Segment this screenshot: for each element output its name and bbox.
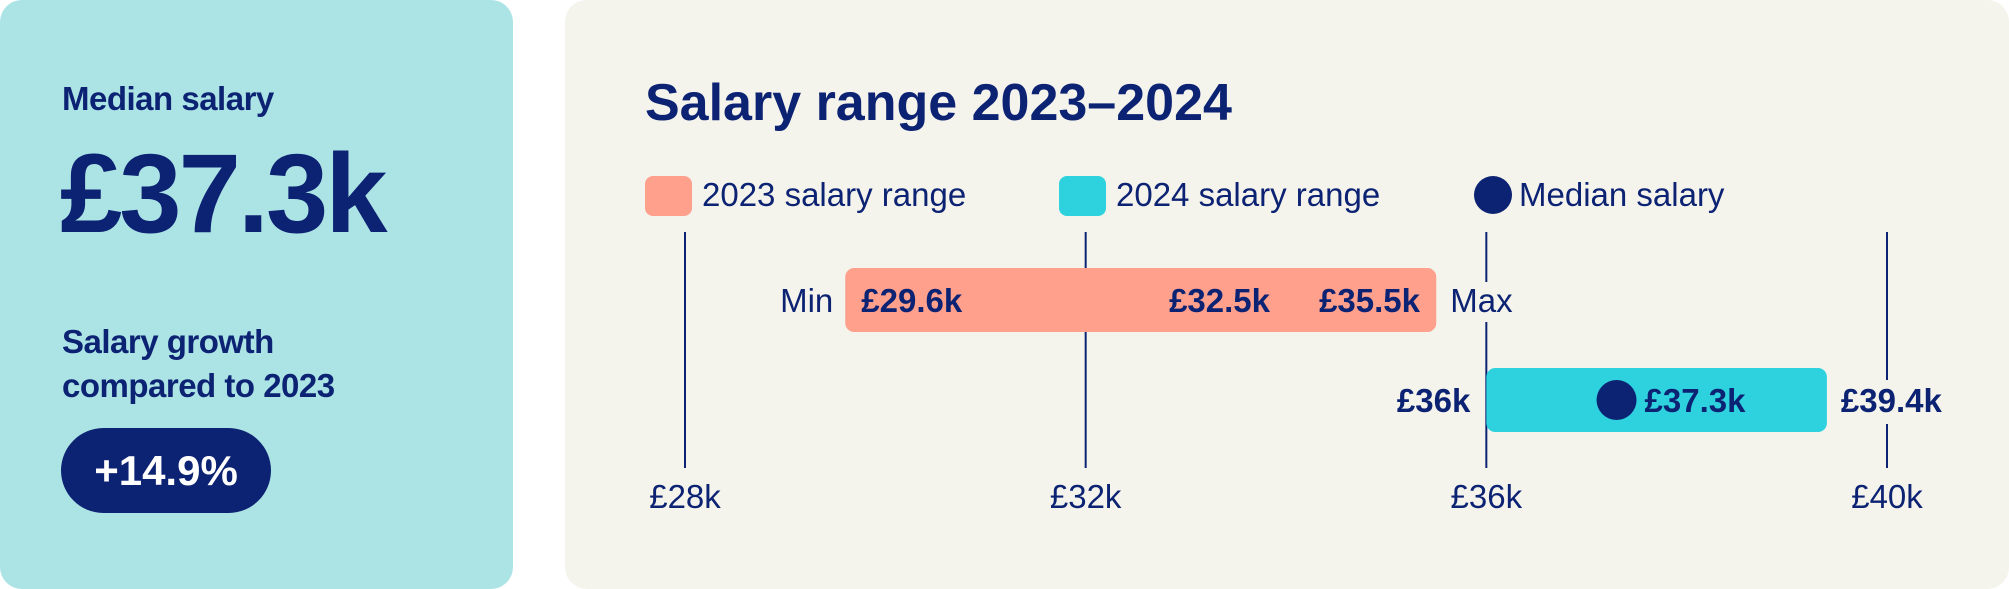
x-tick-label: £36k — [1451, 478, 1523, 515]
legend-label-1: 2024 salary range — [1116, 176, 1380, 213]
growth-badge: +14.9% — [61, 428, 271, 513]
legend-label-2: Median salary — [1519, 176, 1725, 213]
bar-2023-value-label: £29.6k — [861, 282, 963, 319]
x-tick-label: £28k — [649, 478, 721, 515]
bar-2024-max-label: £39.4k — [1841, 382, 1943, 419]
legend-median-marker — [1474, 176, 1512, 214]
median-marker — [1596, 380, 1637, 420]
median-summary-card: Median salary £37.3k Salary growth compa… — [0, 0, 513, 589]
label-background — [1834, 380, 1965, 424]
median-salary-label: Median salary — [62, 80, 274, 117]
growth-label-line1: Salary growth — [62, 323, 274, 360]
legend-label-0: 2023 salary range — [702, 176, 966, 213]
bar-2024-min-label: £36k — [1397, 382, 1471, 419]
legend-swatch-0 — [645, 176, 692, 216]
x-tick-label: £40k — [1851, 478, 1923, 515]
bar-2023-value-label: £32.5k — [1169, 282, 1271, 319]
label-background — [1442, 282, 1523, 322]
chart-title: Salary range 2023–2024 — [645, 74, 1232, 132]
legend: 2023 salary range 2024 salary range Median… — [645, 176, 1725, 216]
bar-2024 — [1486, 368, 1827, 432]
median-salary-value: £37.3k — [60, 131, 388, 256]
median-value-label: £37.3k — [1645, 382, 1747, 419]
min-label: Min — [780, 282, 833, 319]
growth-label-line2: compared to 2023 — [62, 367, 335, 404]
bar-2023 — [845, 268, 1437, 332]
x-tick-label: £32k — [1050, 478, 1122, 515]
legend-swatch-1 — [1059, 176, 1106, 216]
max-label: Max — [1450, 282, 1513, 319]
bar-2023-value-label: £35.5k — [1319, 282, 1421, 319]
